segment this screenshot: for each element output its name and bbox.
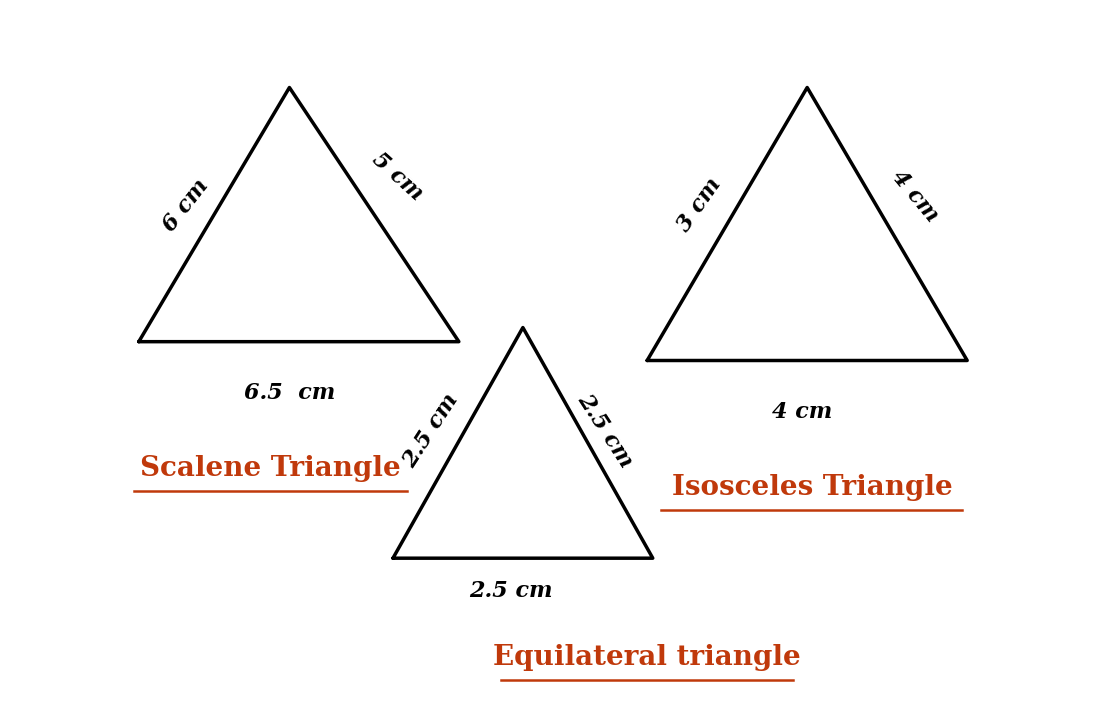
Text: 2.5 cm: 2.5 cm [398, 390, 462, 472]
Text: Isosceles Triangle: Isosceles Triangle [671, 474, 952, 501]
Text: 4 cm: 4 cm [772, 402, 833, 423]
Text: 5 cm: 5 cm [368, 149, 427, 205]
Text: 2.5 cm: 2.5 cm [469, 580, 552, 602]
Text: 4 cm: 4 cm [888, 166, 943, 226]
Text: 3 cm: 3 cm [672, 174, 726, 236]
Text: 6 cm: 6 cm [158, 174, 213, 236]
Text: Equilateral triangle: Equilateral triangle [493, 644, 801, 671]
Text: Scalene Triangle: Scalene Triangle [140, 455, 401, 482]
Text: 2.5 cm: 2.5 cm [573, 390, 637, 472]
Text: 6.5  cm: 6.5 cm [243, 382, 335, 404]
